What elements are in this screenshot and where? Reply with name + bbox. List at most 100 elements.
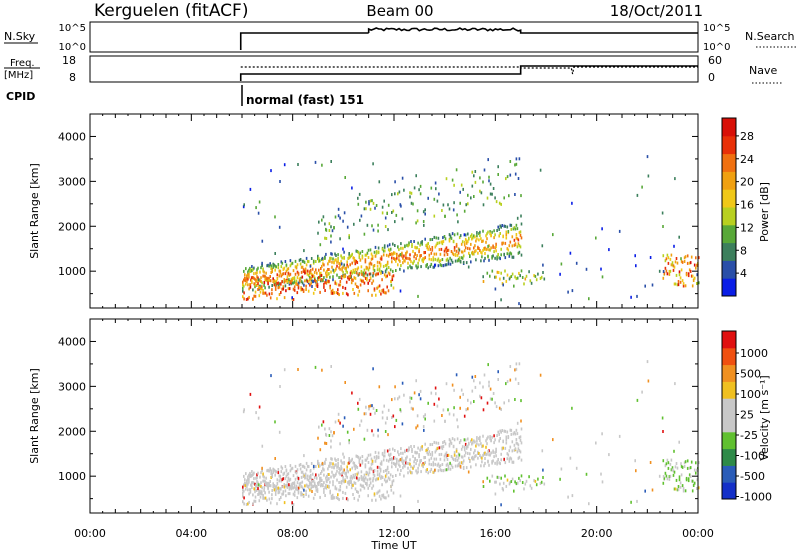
range-cell xyxy=(457,425,459,429)
range-cell xyxy=(673,265,676,269)
range-cell xyxy=(392,274,395,278)
range-cell xyxy=(270,469,272,473)
range-cell xyxy=(423,428,425,432)
range-cell xyxy=(398,395,401,399)
range-cell xyxy=(281,492,283,496)
range-cell xyxy=(347,481,349,485)
range-cell xyxy=(443,253,446,257)
range-cell xyxy=(363,486,366,490)
range-cell xyxy=(281,466,284,470)
range-cell xyxy=(254,294,257,298)
range-cell xyxy=(406,250,408,254)
range-cell xyxy=(433,470,436,474)
range-cell xyxy=(295,266,298,270)
range-cell xyxy=(509,445,512,449)
range-cell xyxy=(304,484,306,488)
range-cell xyxy=(496,229,498,232)
range-cell xyxy=(271,475,273,479)
range-cell xyxy=(314,278,316,282)
range-cell xyxy=(523,282,525,286)
range-cell xyxy=(342,496,344,500)
range-cell xyxy=(679,481,682,485)
range-cell xyxy=(369,199,372,203)
range-cell xyxy=(416,246,418,250)
range-cell xyxy=(473,457,475,461)
range-cell xyxy=(480,464,482,468)
range-cell xyxy=(376,469,379,473)
range-cell xyxy=(462,465,465,469)
range-cell xyxy=(449,467,452,471)
range-cell xyxy=(422,257,424,261)
range-cell xyxy=(471,456,473,460)
range-cell xyxy=(348,457,350,460)
range-cell xyxy=(343,263,345,267)
range-cell xyxy=(307,494,310,498)
range-cell xyxy=(519,479,521,483)
range-cell xyxy=(505,177,507,181)
range-cell xyxy=(464,442,467,446)
range-cell xyxy=(684,284,687,288)
range-cell xyxy=(473,246,475,250)
range-cell xyxy=(516,481,519,485)
range-cell xyxy=(328,268,330,271)
range-cell xyxy=(273,263,275,267)
range-cell xyxy=(441,240,444,244)
range-cell xyxy=(444,452,447,456)
range-cell xyxy=(256,473,258,477)
range-cell xyxy=(662,430,664,433)
range-cell xyxy=(242,205,245,209)
range-cell xyxy=(404,259,406,263)
range-cell xyxy=(363,412,366,416)
range-cell xyxy=(417,499,419,503)
range-cell xyxy=(480,442,482,446)
range-cell xyxy=(262,289,264,292)
range-cell xyxy=(517,238,520,242)
range-cell xyxy=(302,464,305,468)
range-cell xyxy=(278,487,281,491)
range-cell xyxy=(488,453,490,457)
range-cell xyxy=(331,496,334,500)
range-cell xyxy=(696,263,698,267)
range-cell xyxy=(331,252,333,256)
range-cell xyxy=(356,261,359,264)
colorbar-segment xyxy=(722,448,736,466)
range-cell xyxy=(322,279,324,283)
range-cell xyxy=(267,276,269,280)
range-cell xyxy=(254,499,257,503)
range-cell xyxy=(324,485,326,489)
range-cell xyxy=(458,248,461,252)
range-cell xyxy=(370,257,373,261)
range-cell xyxy=(444,442,447,446)
range-cell xyxy=(282,477,285,481)
range-cell xyxy=(552,233,554,237)
range-cell xyxy=(366,266,369,270)
range-cell xyxy=(262,494,264,497)
range-cell xyxy=(468,442,470,446)
range-cell xyxy=(498,432,500,436)
range-cell xyxy=(421,240,423,244)
range-cell xyxy=(262,479,264,483)
range-cell xyxy=(318,268,320,272)
range-cell xyxy=(328,484,330,488)
range-cell xyxy=(302,495,305,498)
range-cell xyxy=(457,452,460,456)
range-cell xyxy=(630,500,632,504)
range-cell xyxy=(307,273,310,277)
range-cell xyxy=(343,211,346,215)
range-cell xyxy=(316,476,318,480)
range-cell xyxy=(444,263,447,267)
range-cell xyxy=(294,470,297,474)
range-cell xyxy=(507,453,510,457)
range-cell xyxy=(663,271,666,275)
range-cell xyxy=(389,473,392,477)
range-cell xyxy=(322,484,324,488)
range-cell xyxy=(243,297,245,301)
range-cell xyxy=(248,272,250,276)
range-cell xyxy=(253,272,255,276)
range-cell xyxy=(398,453,400,457)
range-cell xyxy=(487,244,489,248)
range-cell xyxy=(571,289,574,293)
range-cell xyxy=(339,280,342,283)
range-cell xyxy=(318,464,320,468)
